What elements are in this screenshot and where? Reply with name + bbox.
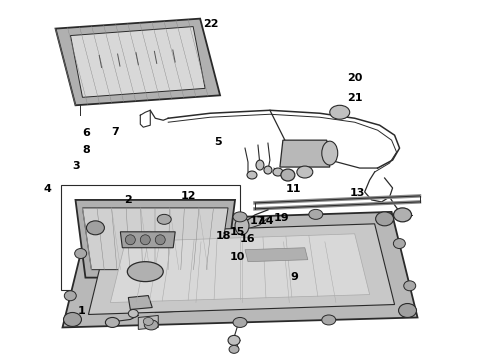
- Polygon shape: [280, 140, 330, 167]
- Ellipse shape: [256, 160, 264, 170]
- Ellipse shape: [233, 318, 247, 328]
- Ellipse shape: [322, 315, 336, 325]
- Ellipse shape: [233, 212, 247, 222]
- Ellipse shape: [281, 169, 295, 181]
- Text: 6: 6: [82, 129, 90, 138]
- Ellipse shape: [229, 345, 239, 353]
- Ellipse shape: [74, 248, 87, 258]
- Ellipse shape: [330, 105, 350, 119]
- Text: 15: 15: [230, 227, 245, 237]
- Ellipse shape: [393, 239, 405, 248]
- Text: 20: 20: [347, 73, 363, 83]
- Text: 5: 5: [214, 138, 222, 147]
- Ellipse shape: [64, 312, 81, 327]
- Polygon shape: [71, 27, 205, 97]
- Ellipse shape: [376, 212, 393, 226]
- Ellipse shape: [247, 171, 257, 179]
- Polygon shape: [89, 224, 394, 315]
- Text: 22: 22: [203, 19, 219, 29]
- Ellipse shape: [144, 320, 158, 330]
- Ellipse shape: [273, 168, 283, 176]
- Text: 7: 7: [112, 127, 120, 136]
- Ellipse shape: [322, 141, 338, 165]
- Text: 10: 10: [230, 252, 245, 262]
- Polygon shape: [55, 19, 220, 105]
- Ellipse shape: [125, 235, 135, 245]
- Polygon shape: [63, 212, 417, 328]
- Polygon shape: [110, 234, 369, 302]
- Text: 3: 3: [73, 161, 80, 171]
- Ellipse shape: [157, 214, 171, 224]
- Ellipse shape: [228, 336, 240, 345]
- Text: 21: 21: [347, 93, 363, 103]
- Ellipse shape: [309, 210, 323, 219]
- Polygon shape: [128, 296, 152, 310]
- Ellipse shape: [86, 221, 104, 235]
- Text: 4: 4: [43, 184, 51, 194]
- Ellipse shape: [64, 291, 76, 301]
- Text: 18: 18: [215, 231, 231, 240]
- Text: 17: 17: [249, 216, 265, 226]
- Ellipse shape: [393, 208, 412, 222]
- Ellipse shape: [140, 235, 150, 245]
- Polygon shape: [138, 315, 158, 329]
- Text: 11: 11: [286, 184, 302, 194]
- Text: 12: 12: [181, 191, 196, 201]
- Text: 13: 13: [350, 188, 365, 198]
- Ellipse shape: [235, 217, 249, 235]
- Text: 1: 1: [77, 306, 85, 316]
- Ellipse shape: [155, 235, 165, 245]
- Ellipse shape: [128, 310, 138, 318]
- Polygon shape: [245, 248, 308, 262]
- Text: 16: 16: [240, 234, 255, 244]
- Polygon shape: [121, 232, 175, 248]
- Text: 19: 19: [274, 213, 290, 222]
- Text: 9: 9: [290, 272, 298, 282]
- Ellipse shape: [127, 262, 163, 282]
- Text: 14: 14: [259, 216, 275, 226]
- Ellipse shape: [143, 318, 153, 325]
- Text: 8: 8: [82, 144, 90, 154]
- Polygon shape: [75, 200, 235, 278]
- Text: 2: 2: [124, 195, 132, 205]
- Ellipse shape: [105, 318, 120, 328]
- Ellipse shape: [264, 166, 272, 174]
- Ellipse shape: [297, 166, 313, 178]
- Ellipse shape: [398, 303, 416, 318]
- Ellipse shape: [404, 281, 416, 291]
- Polygon shape: [82, 208, 228, 270]
